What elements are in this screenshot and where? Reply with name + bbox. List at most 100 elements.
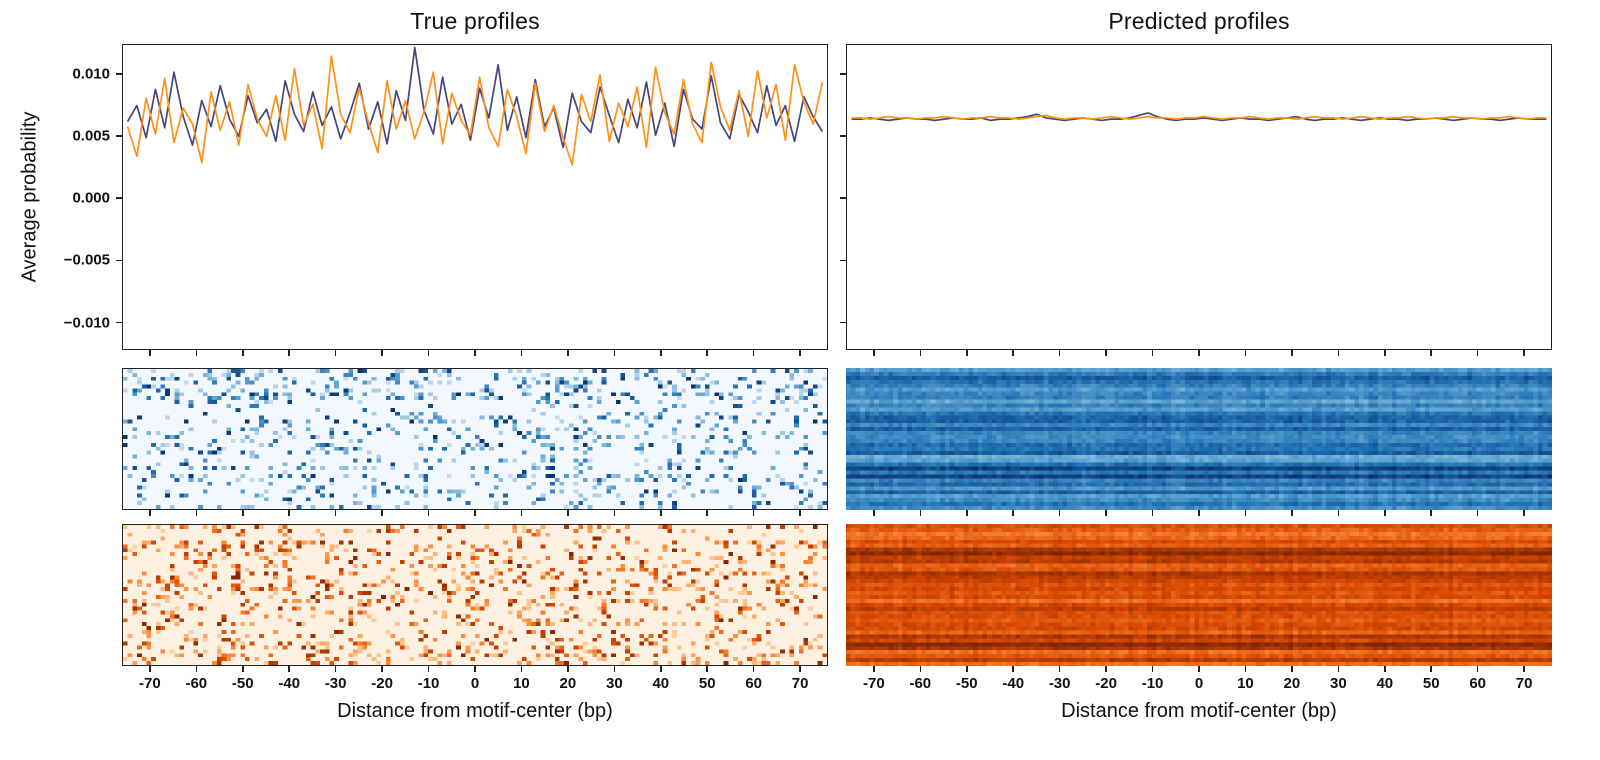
tick-mark [149, 666, 151, 672]
y-tick-label: 0.010 [72, 65, 110, 83]
tick-mark [381, 666, 383, 672]
predicted-profiles-line-plot [846, 44, 1552, 350]
tick-mark [706, 510, 709, 516]
tick-mark [1476, 666, 1479, 672]
tick-mark [1105, 350, 1107, 356]
left-panel-title: True profiles [410, 8, 540, 34]
tick-mark [873, 350, 875, 356]
tick-mark [752, 510, 755, 516]
true-heatmap-orange-panel [122, 524, 828, 666]
tick-mark [1523, 350, 1525, 356]
tick-mark [381, 510, 383, 516]
x-tick-label: 0 [470, 675, 480, 692]
x-tick-label: -20 [371, 675, 393, 692]
x-tick-label: 30 [1329, 675, 1347, 692]
x-tick-label: 70 [1515, 675, 1533, 692]
tick-mark [752, 666, 755, 672]
true-heatmap-orange [123, 525, 827, 665]
tick-mark [919, 510, 922, 516]
tick-mark [1198, 510, 1200, 516]
x-tick-label: 20 [559, 675, 577, 692]
x-axis-label-left: Distance from motif-center (bp) [337, 700, 613, 722]
tick-mark [1337, 666, 1340, 672]
tick-mark [520, 666, 523, 672]
profile-line-strand-2-orange [851, 114, 1547, 120]
tick-mark [288, 350, 290, 356]
x-tick-label: 30 [605, 675, 623, 692]
tick-mark [659, 666, 662, 672]
tick-mark [1291, 666, 1293, 672]
tick-mark [1291, 510, 1293, 516]
tick-mark [474, 510, 476, 516]
tick-mark [1012, 350, 1014, 356]
tick-mark [567, 510, 569, 516]
x-tick-label: 40 [1376, 675, 1394, 692]
tick-mark [474, 666, 476, 672]
tick-mark [1012, 666, 1014, 672]
tick-mark [334, 350, 337, 356]
tick-mark [195, 350, 198, 356]
true-heatmap-blue-panel [122, 368, 828, 510]
tick-mark [334, 510, 337, 516]
tick-mark [1291, 350, 1293, 356]
tick-mark [1430, 350, 1433, 356]
tick-mark [520, 510, 523, 516]
tick-mark [799, 666, 801, 672]
tick-mark [334, 666, 337, 672]
tick-mark [965, 350, 968, 356]
tick-mark [799, 350, 801, 356]
tick-mark [1151, 350, 1154, 356]
tick-mark [1337, 350, 1340, 356]
tick-mark [1476, 510, 1479, 516]
tick-mark [919, 666, 922, 672]
right-panel-title: Predicted profiles [1108, 8, 1290, 34]
tick-mark [1105, 666, 1107, 672]
x-tick-label: -40 [278, 675, 301, 692]
x-tick-label: 20 [1283, 675, 1301, 692]
y-tick-label: 0.005 [72, 127, 110, 145]
tick-mark [1383, 350, 1386, 356]
tick-mark [241, 510, 244, 516]
tick-mark [241, 666, 244, 672]
tick-mark [149, 510, 151, 516]
tick-mark [613, 350, 616, 356]
tick-mark [965, 666, 968, 672]
tick-mark [1430, 666, 1433, 672]
tick-mark [1198, 666, 1200, 672]
tick-mark [195, 666, 198, 672]
tick-mark [1383, 510, 1386, 516]
tick-mark [1058, 666, 1061, 672]
tick-mark [520, 350, 523, 356]
x-tick-label: 60 [745, 675, 763, 692]
tick-mark [1383, 666, 1386, 672]
tick-mark [613, 666, 616, 672]
tick-mark [659, 510, 662, 516]
tick-mark [613, 510, 616, 516]
tick-mark [1105, 510, 1107, 516]
tick-mark [149, 350, 151, 356]
predicted-heatmap-blue [846, 368, 1552, 510]
y-tick-label: −0.010 [63, 314, 110, 332]
x-tick-label: 40 [652, 675, 670, 692]
x-tick-label: 70 [791, 675, 809, 692]
x-axis-label-right: Distance from motif-center (bp) [1061, 700, 1337, 722]
tick-mark [427, 350, 430, 356]
tick-mark [1244, 510, 1247, 516]
x-tick-label: -20 [1095, 675, 1117, 692]
true-profiles-lines [126, 46, 824, 166]
tick-mark [381, 350, 383, 356]
x-tick-label: -10 [1141, 675, 1164, 692]
predicted-heatmap-orange-panel [846, 524, 1552, 666]
tick-mark [1198, 350, 1200, 356]
x-tick-label: 60 [1469, 675, 1487, 692]
tick-mark [288, 666, 290, 672]
tick-mark [567, 350, 569, 356]
true-profiles-line-plot [122, 44, 828, 350]
tick-mark [1058, 350, 1061, 356]
tick-mark [1430, 510, 1433, 516]
tick-mark [706, 350, 709, 356]
tick-mark [1476, 350, 1479, 356]
tick-mark [1244, 350, 1247, 356]
x-tick-label: -60 [185, 675, 208, 692]
tick-mark [1244, 666, 1247, 672]
